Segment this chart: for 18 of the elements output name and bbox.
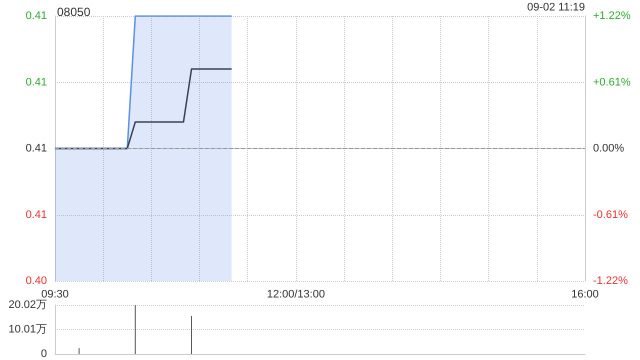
y2-tick-label: +0.61% — [593, 76, 631, 88]
y2-tick-label: -0.61% — [593, 208, 628, 221]
text: 09-02 11:19 — [527, 2, 586, 14]
y2-tick-label: +1.22% — [593, 10, 631, 22]
y-tick-label: 0.40 — [26, 275, 47, 287]
y-tick-label: 0.41 — [26, 76, 47, 88]
x-tick-label: 12:00/13:00 — [266, 288, 325, 300]
y-tick-label: 0.41 — [26, 142, 47, 154]
y-tick-label: 20.02万 — [8, 299, 47, 311]
y2-tick-label: 0.00% — [593, 142, 624, 154]
y-tick-label: 0.41 — [26, 208, 47, 221]
y-tick-label: 0 — [40, 348, 47, 360]
y-tick-label: 0.41 — [26, 10, 47, 22]
chart-title: 08050 — [57, 5, 91, 19]
y2-tick-label: -1.22% — [593, 275, 628, 287]
y-tick-label: 10.01万 — [8, 324, 47, 336]
x-tick-label: 16:00 — [571, 288, 599, 300]
x-tick-label: 09:30 — [41, 288, 69, 300]
